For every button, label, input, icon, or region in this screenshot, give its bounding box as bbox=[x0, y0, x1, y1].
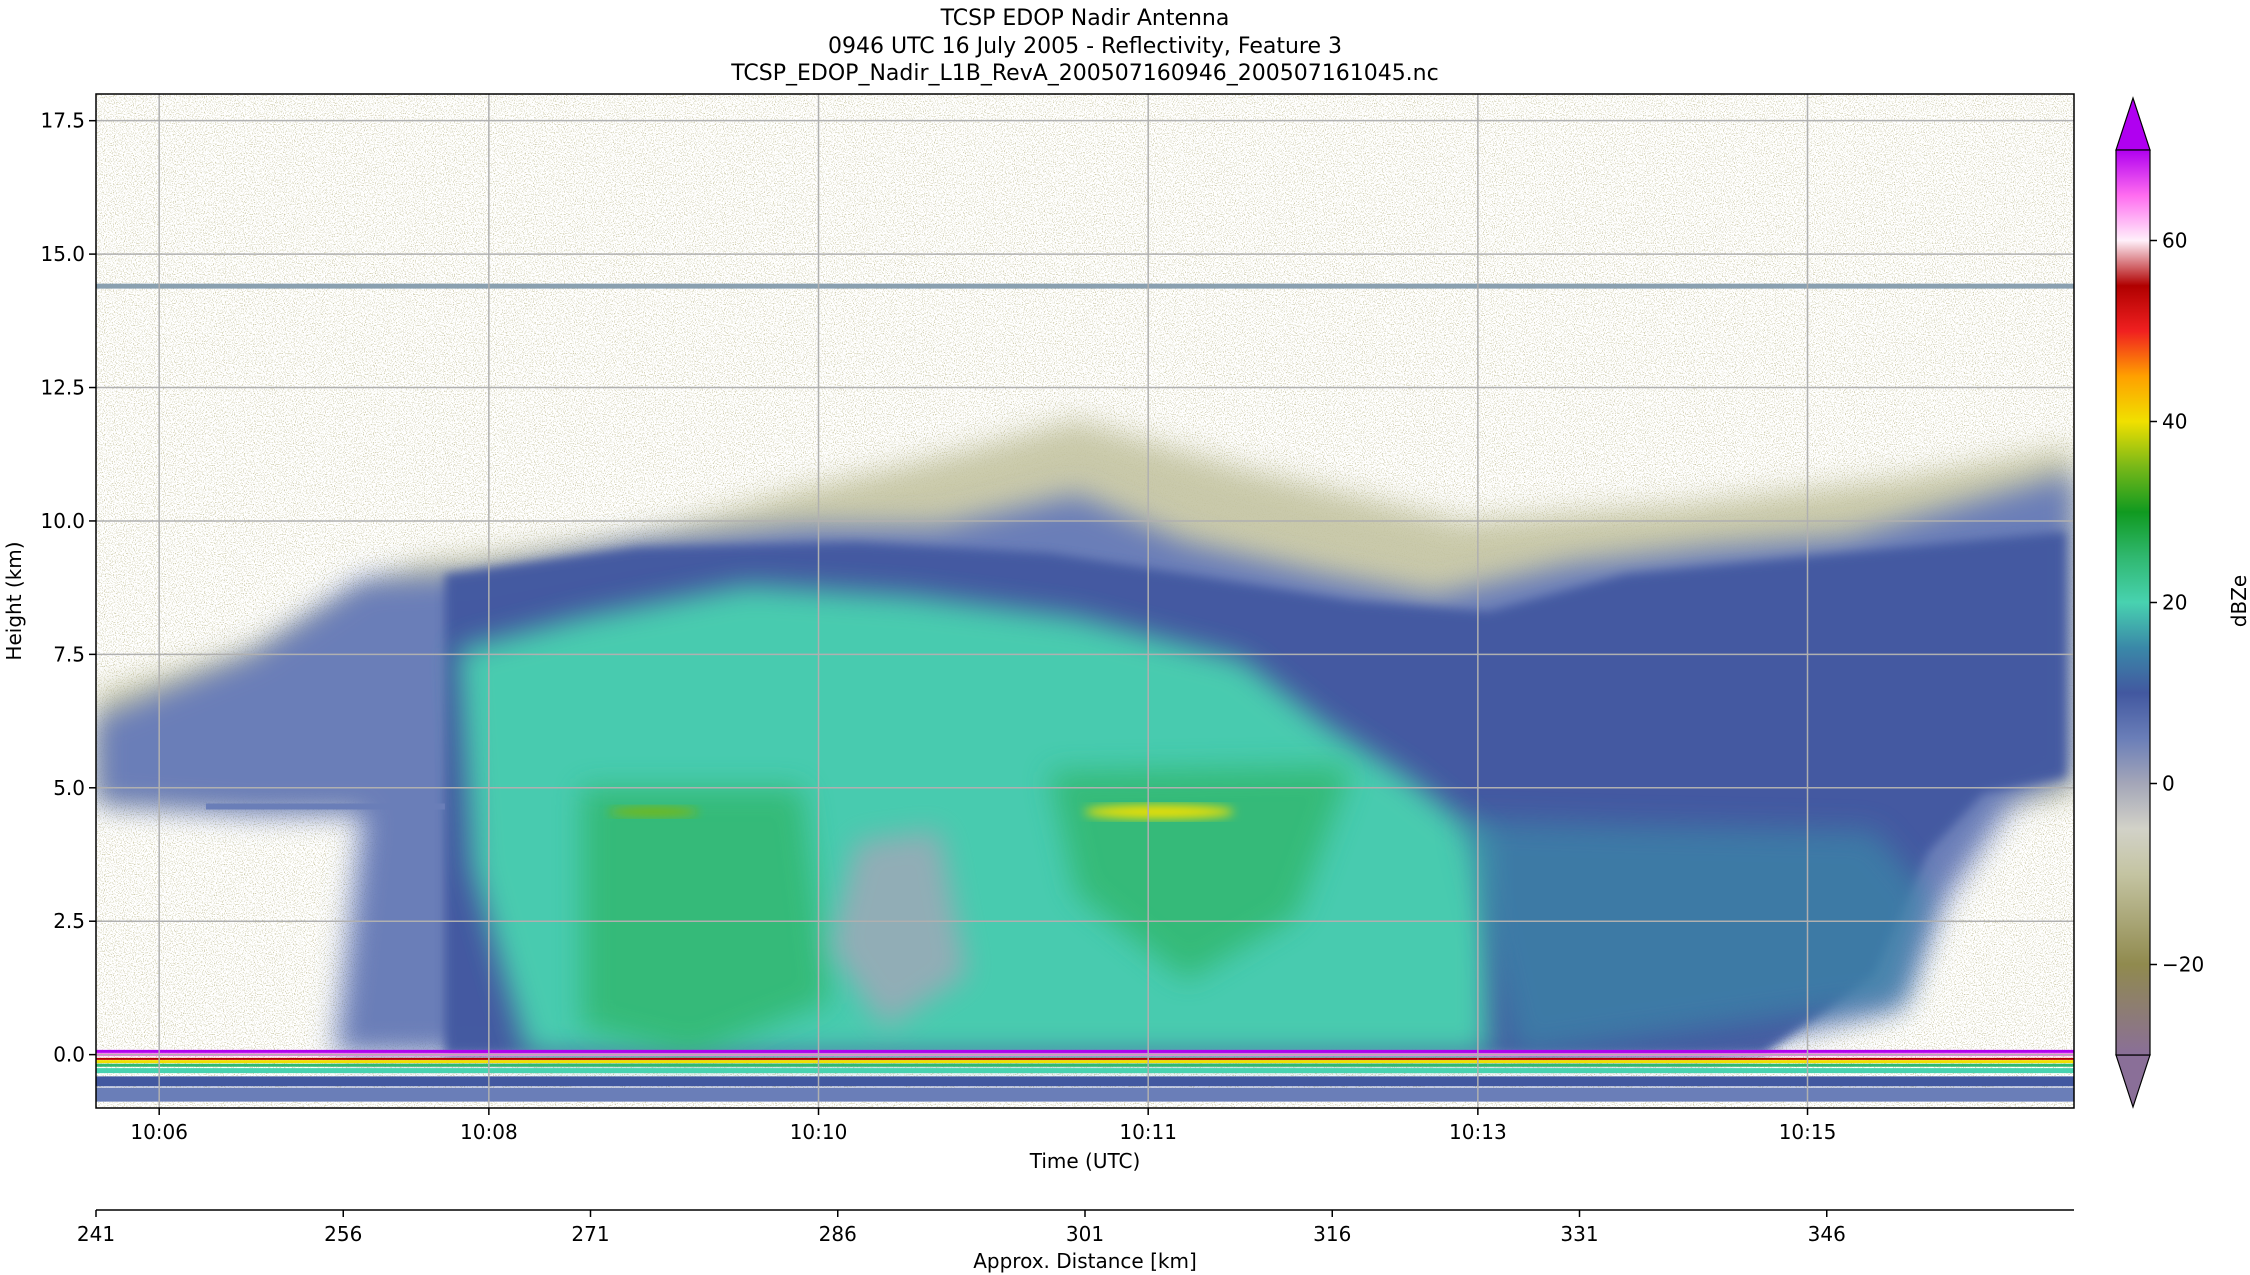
distance-axis: 241 256 271 286 301 316 331 346 bbox=[77, 1210, 1846, 1246]
y-tick-label: 15.0 bbox=[40, 242, 85, 266]
x-tick-label: 10:13 bbox=[1449, 1120, 1507, 1144]
colorbar-tick-label: 0 bbox=[2162, 772, 2175, 796]
distance-tick-label: 346 bbox=[1808, 1222, 1846, 1246]
colorbar: −20 0 20 40 60 bbox=[2115, 96, 2204, 1109]
colorbar-tick-label: 60 bbox=[2162, 229, 2187, 253]
y-tick-label: 2.5 bbox=[53, 909, 85, 933]
chart-subtitle: 0946 UTC 16 July 2005 - Reflectivity, Fe… bbox=[828, 34, 1342, 59]
blue-hole-1 bbox=[829, 830, 967, 1028]
x-axis: 10:06 10:08 10:10 10:11 10:13 10:15 bbox=[130, 1108, 1836, 1144]
lower-right-rain bbox=[1461, 819, 1929, 1055]
colorbar-tick-label: 40 bbox=[2162, 410, 2187, 434]
grid-lines bbox=[96, 94, 2074, 1108]
colorbar-extend-high bbox=[2115, 96, 2151, 151]
distance-tick-label: 331 bbox=[1560, 1222, 1598, 1246]
x-tick-label: 10:06 bbox=[130, 1120, 188, 1144]
reflectivity-plot bbox=[96, 94, 2074, 1108]
distance-tick-label: 301 bbox=[1066, 1222, 1104, 1246]
chart-title: TCSP EDOP Nadir Antenna bbox=[940, 6, 1230, 31]
plot-frame bbox=[95, 93, 2075, 1109]
colorbar-extend-low bbox=[2115, 1054, 2151, 1109]
y-tick-label: 17.5 bbox=[40, 109, 85, 133]
distance-tick-label: 241 bbox=[77, 1222, 115, 1246]
x-tick-label: 10:11 bbox=[1119, 1120, 1177, 1144]
green-column-2 bbox=[1049, 766, 1352, 980]
distance-tick-label: 316 bbox=[1313, 1222, 1351, 1246]
distance-tick-label: 271 bbox=[571, 1222, 609, 1246]
x-tick-label: 10:08 bbox=[460, 1120, 518, 1144]
bright-band-peak-1 bbox=[608, 806, 699, 817]
bright-band-peak-2 bbox=[1084, 804, 1235, 819]
chart-filename: TCSP_EDOP_Nadir_L1B_RevA_200507160946_20… bbox=[730, 61, 1438, 86]
y-tick-label: 0.0 bbox=[53, 1043, 85, 1067]
colorbar-label: dBZe bbox=[2227, 575, 2250, 627]
distance-tick-label: 286 bbox=[819, 1222, 857, 1246]
distance-axis-label: Approx. Distance [km] bbox=[973, 1249, 1197, 1273]
y-axis-label: Height (km) bbox=[2, 541, 26, 660]
colorbar-body bbox=[2115, 149, 2151, 1056]
y-tick-label: 7.5 bbox=[53, 642, 85, 666]
x-tick-label: 10:10 bbox=[790, 1120, 848, 1144]
colorbar-tick-label: −20 bbox=[2162, 953, 2204, 977]
colorbar-tick-label: 20 bbox=[2162, 591, 2187, 615]
x-tick-label: 10:15 bbox=[1779, 1120, 1837, 1144]
y-axis: 0.0 2.5 5.0 7.5 10.0 12.5 15.0 17.5 bbox=[40, 109, 96, 1067]
distance-tick-label: 256 bbox=[324, 1222, 362, 1246]
y-tick-label: 5.0 bbox=[53, 776, 85, 800]
x-axis-label: Time (UTC) bbox=[1029, 1149, 1141, 1173]
y-tick-label: 12.5 bbox=[40, 376, 85, 400]
y-tick-label: 10.0 bbox=[40, 509, 85, 533]
